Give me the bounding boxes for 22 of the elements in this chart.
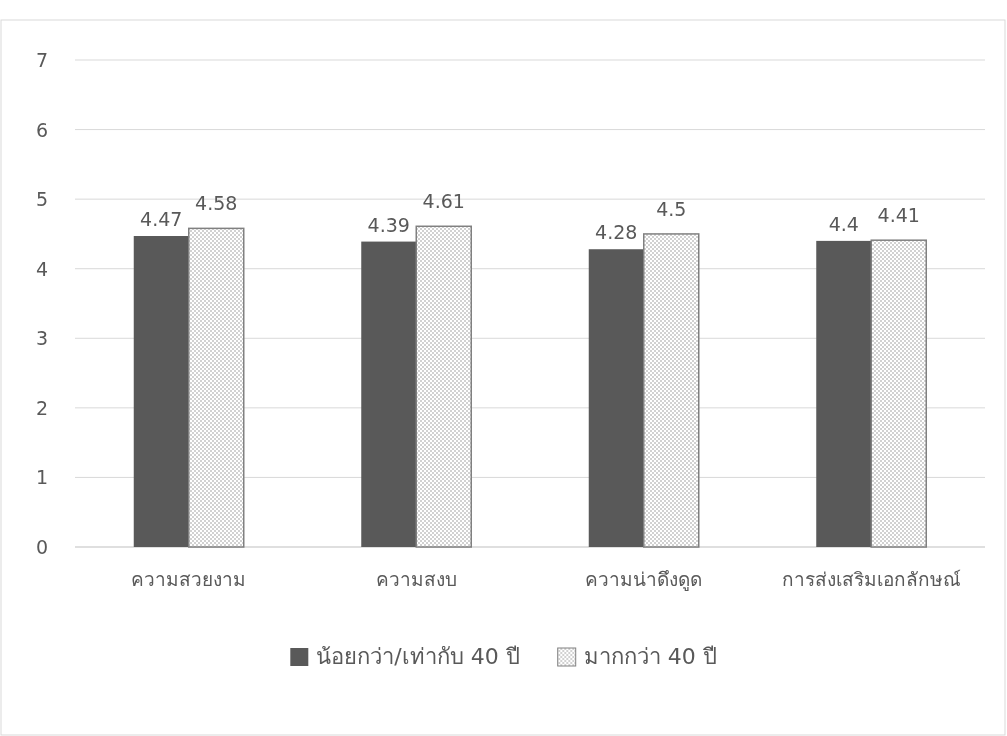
data-label: 4.47 [140, 208, 183, 231]
x-tick-label: ความสงบ [375, 568, 457, 590]
legend-label: มากกว่า 40 ปี [583, 644, 717, 669]
x-tick-label: ความสวยงาม [131, 568, 247, 590]
data-label: 4.28 [595, 221, 638, 244]
y-tick-label: 5 [35, 188, 49, 211]
legend-label: น้อยกว่า/เท่ากับ 40 ปี [316, 644, 520, 669]
y-tick-label: 7 [35, 49, 49, 71]
y-tick-label: 0 [35, 536, 49, 558]
data-label: 4.4 [828, 212, 859, 235]
y-tick-label: 1 [35, 466, 49, 489]
y-tick-label: 4 [35, 257, 49, 280]
y-tick-label: 3 [35, 327, 49, 350]
data-label: 4.41 [877, 204, 920, 227]
data-label: 4.58 [195, 192, 238, 215]
data-label: 4.5 [656, 197, 687, 220]
y-tick-label: 6 [35, 118, 49, 141]
data-label: 4.61 [422, 190, 465, 213]
x-tick-label: การส่งเสริมเอกลักษณ์ [781, 568, 961, 590]
y-tick-label: 2 [35, 396, 49, 419]
x-tick-label: ความน่าดึงดูด [585, 568, 703, 591]
data-label: 4.39 [367, 213, 410, 236]
